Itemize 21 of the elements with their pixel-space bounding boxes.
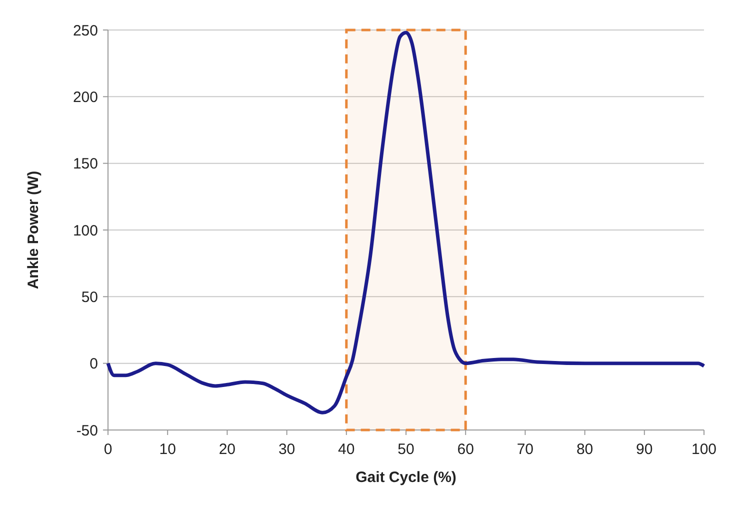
y-tick-label: 0 <box>90 356 98 373</box>
y-axis-title: Ankle Power (W) <box>25 170 42 290</box>
x-tick-label: 60 <box>457 441 474 458</box>
x-tick-label: 80 <box>576 441 594 458</box>
y-tick-label: 200 <box>72 88 98 106</box>
x-axis-title: Gait Cycle (%) <box>356 469 456 486</box>
y-tick-label: 250 <box>72 22 98 40</box>
x-tick-label: 30 <box>278 441 296 458</box>
y-tick-label: 100 <box>72 222 98 240</box>
x-tick-label: 70 <box>516 441 534 458</box>
y-tick-label: -50 <box>76 422 98 440</box>
x-tick-label: 10 <box>159 441 176 458</box>
x-tick-label: 20 <box>218 441 236 458</box>
y-tick-label: 50 <box>81 288 98 306</box>
y-tick-label: 150 <box>72 156 98 173</box>
line-series <box>106 30 706 414</box>
x-tick-label: 50 <box>398 441 414 458</box>
x-tick-label: 0 <box>104 441 112 458</box>
x-tick-label: 40 <box>338 441 355 458</box>
x-tick-label: 100 <box>691 441 717 458</box>
x-tick-label: 90 <box>636 441 653 458</box>
